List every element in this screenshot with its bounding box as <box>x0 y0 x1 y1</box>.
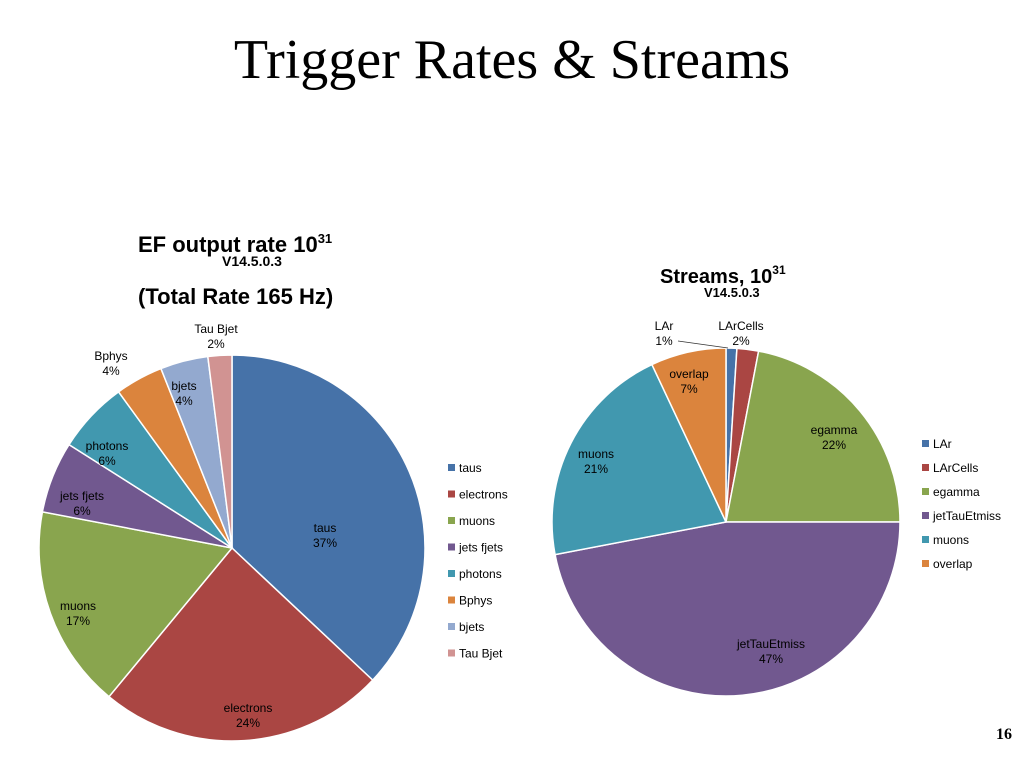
streams-label-larcells: LArCells 2% <box>718 319 763 348</box>
streams-legend-swatch-larcells <box>922 464 929 471</box>
streams-legend-item-egamma: egamma <box>933 485 980 499</box>
streams-label-muons: muons 21% <box>578 447 614 476</box>
ef-legend-item-electrons: electrons <box>459 488 508 502</box>
page-number: 16 <box>996 726 1012 743</box>
streams-legend-item-jettauetmiss: jetTauEtmiss <box>932 509 1001 523</box>
ef-legend-swatch-bphys <box>448 596 455 604</box>
ef-legend-swatch-bjets <box>448 623 455 630</box>
ef-legend-item-tau-bjet: Tau Bjet <box>459 647 503 661</box>
ef-label-tau-bjet: Tau Bjet 2% <box>194 322 238 351</box>
ef-legend-item-photons: photons <box>459 567 502 581</box>
ef-label-jets-fjets: jets fjets 6% <box>59 489 104 518</box>
ef-chart-title: EF output rate 1031 <box>138 231 332 257</box>
streams-legend-swatch-lar <box>922 440 929 447</box>
streams-slice-egamma <box>725 350 901 523</box>
ef-legend-item-jets-fjets: jets fjets <box>458 541 503 555</box>
streams-label-lar: LAr 1% <box>655 319 674 348</box>
streams-label-jettauetmiss: jetTauEtmiss 47% <box>736 637 805 666</box>
streams-legend-swatch-egamma <box>922 488 929 495</box>
ef-label-bphys: Bphys 4% <box>94 349 127 378</box>
ef-slice-taus <box>231 354 426 682</box>
ef-slice-electrons <box>107 546 374 742</box>
streams-chart-title: Streams, 1031 <box>660 263 786 288</box>
ef-legend-item-bjets: bjets <box>459 620 484 634</box>
ef-label-taus: taus 37% <box>313 521 337 550</box>
ef-label-muons: muons 17% <box>60 599 96 628</box>
streams-chart-subtitle: V14.5.0.3 <box>704 285 760 300</box>
ef-legend-item-taus: taus <box>459 461 482 475</box>
streams-label-overlap: overlap 7% <box>669 367 709 396</box>
ef-legend-swatch-muons <box>448 517 455 524</box>
streams-legend-swatch-muons <box>922 536 929 543</box>
slide-title: Trigger Rates & Streams <box>233 29 791 91</box>
ef-label-bjets: bjets 4% <box>171 379 196 408</box>
ef-legend-swatch-photons <box>448 570 455 577</box>
ef-legend-swatch-taus <box>448 464 455 471</box>
streams-label-egamma: egamma 22% <box>811 423 858 452</box>
ef-legend-swatch-jets-fjets <box>448 543 455 551</box>
ef-legend-swatch-electrons <box>448 490 455 498</box>
streams-legend-item-lar: LAr <box>933 437 952 451</box>
streams-leader-line-lar <box>677 340 729 349</box>
streams-legend-swatch-jettauetmiss <box>922 512 929 519</box>
ef-slice-tau-bjet <box>206 354 233 549</box>
ef-legend-swatch-tau-bjet <box>448 649 455 657</box>
ef-legend-item-muons: muons <box>459 514 495 528</box>
ef-chart-total-rate: (Total Rate 165 Hz) <box>138 284 333 309</box>
ef-chart-subtitle: V14.5.0.3 <box>222 253 282 269</box>
streams-legend-item-overlap: overlap <box>933 557 973 571</box>
streams-slice-jettauetmiss <box>554 521 901 697</box>
ef-label-electrons: electrons 24% <box>224 701 273 730</box>
streams-legend-item-larcells: LArCells <box>933 461 978 475</box>
streams-legend-swatch-overlap <box>922 560 929 567</box>
ef-legend-item-bphys: Bphys <box>459 594 492 608</box>
ef-label-photons: photons 6% <box>86 439 129 468</box>
ef-slice-muons <box>38 510 234 698</box>
streams-slice-muons <box>551 363 728 556</box>
streams-legend-item-muons: muons <box>933 533 969 547</box>
